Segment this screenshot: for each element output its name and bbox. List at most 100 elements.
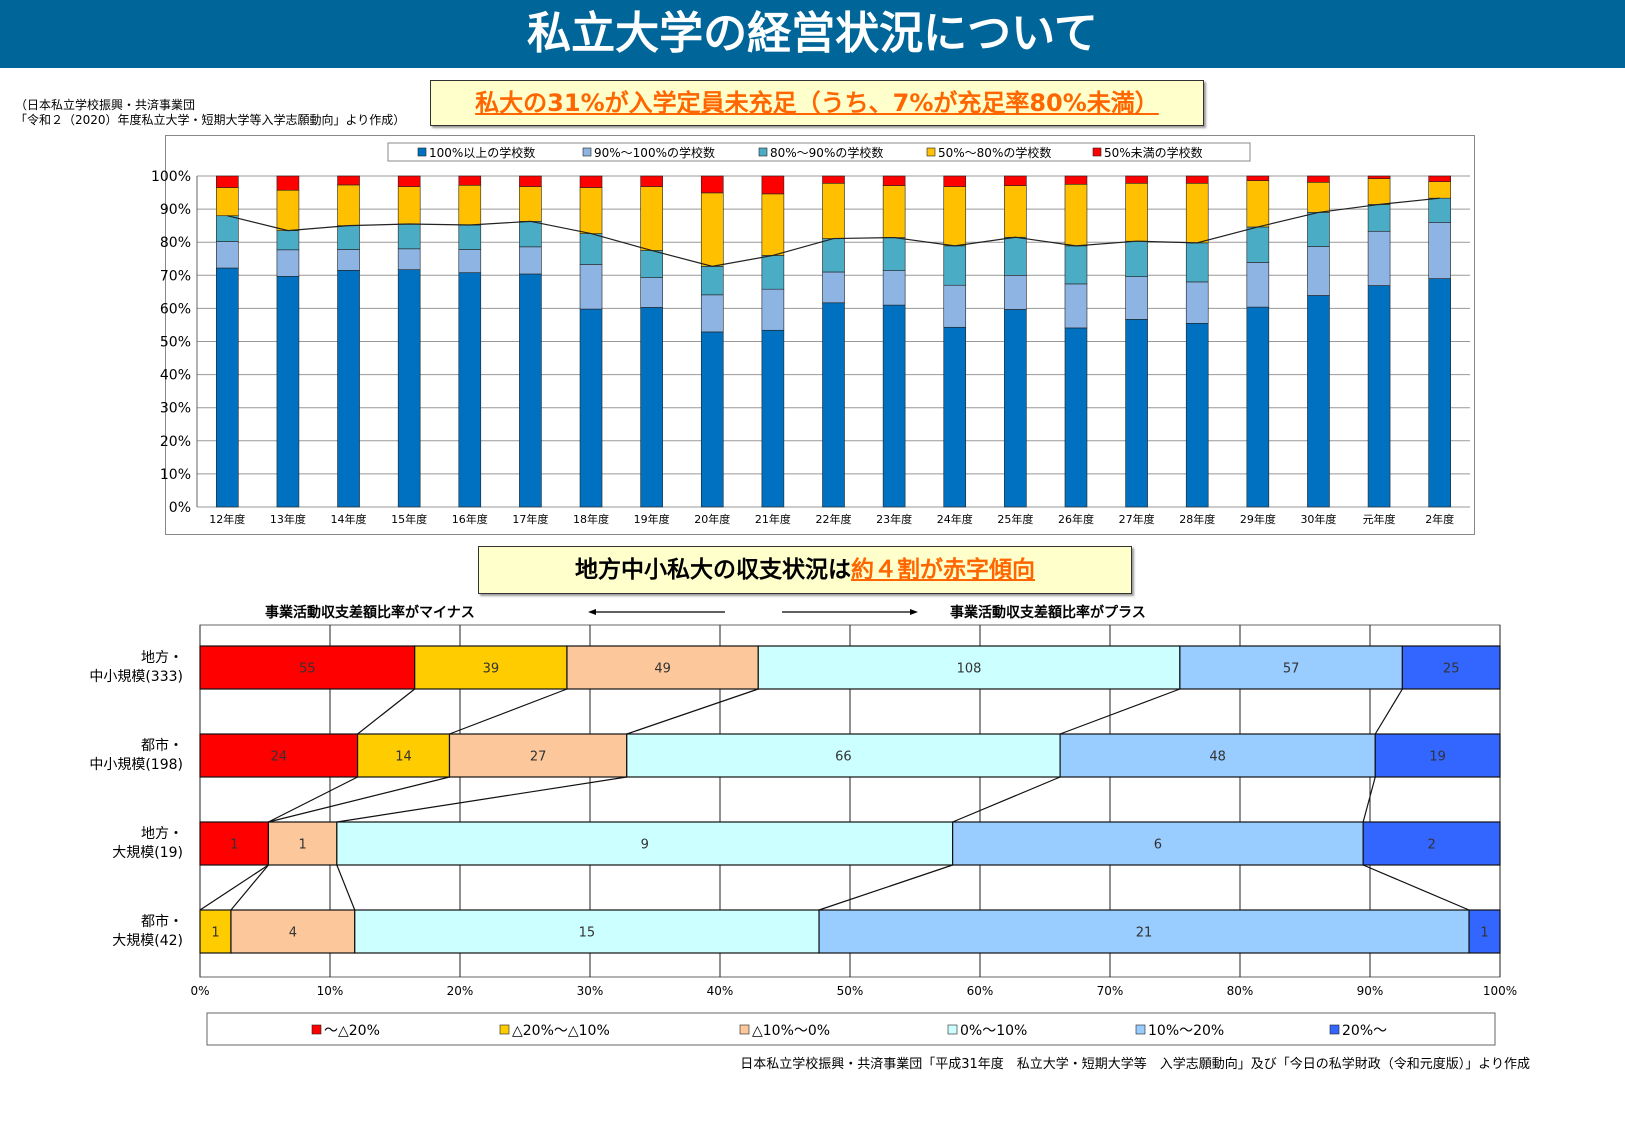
bar-segment <box>822 175 845 184</box>
x-tick-label: 27年度 <box>1119 512 1155 526</box>
callout-finance-text: 地方中小私大の収支状況は <box>575 557 851 583</box>
source-note-line2: 「令和２（2020）年度私立大学・短期大学等入学志願動向」より作成） <box>15 113 406 127</box>
x-tick-label: 21年度 <box>755 512 791 526</box>
legend-swatch <box>1092 147 1102 157</box>
x-tick-label: 18年度 <box>573 512 609 526</box>
connector-line <box>336 864 356 911</box>
bar-segment <box>1064 245 1088 285</box>
legend-label: 80%～90%の学校数 <box>770 145 883 160</box>
source-note: （日本私立学校振興・共済事業団 「令和２（2020）年度私立大学・短期大学等入学… <box>15 98 405 128</box>
bar-segment <box>216 267 239 508</box>
category-label: 地方・ <box>141 650 183 666</box>
bar-segment <box>818 909 1470 954</box>
x-tick-label: 50% <box>837 984 864 998</box>
bar-segment <box>579 187 603 234</box>
connector-line <box>1374 688 1403 735</box>
bar-segment <box>1374 733 1501 778</box>
bar-segment <box>1428 278 1451 508</box>
bar-segment <box>336 821 954 866</box>
footer-source: 日本私立学校振興・共済事業団「平成31年度 私立大学・短期大学等 入学志願動向」… <box>740 1057 1530 1072</box>
legend-box <box>206 1012 1496 1046</box>
x-tick-label: 29年度 <box>1240 512 1276 526</box>
data-label: 4 <box>289 926 297 941</box>
bar-segment <box>458 249 482 273</box>
bar-segment <box>216 175 239 188</box>
connector-line <box>818 864 953 911</box>
bar-segment <box>276 249 300 277</box>
legend-label: 0%～10% <box>960 1023 1027 1039</box>
bar-segment <box>1428 197 1451 223</box>
bar-segment <box>230 909 356 954</box>
y-tick-label: 40% <box>160 368 191 384</box>
bar-segment <box>822 182 845 239</box>
bar-segment <box>1185 322 1209 508</box>
enrollment-chart-frame <box>165 135 1475 535</box>
data-label: 2 <box>1427 838 1435 853</box>
arrow-right-head <box>910 609 918 615</box>
bar-segment <box>1362 821 1501 866</box>
bar-segment <box>1185 281 1209 324</box>
x-tick-label: 17年度 <box>512 512 548 526</box>
x-tick-label: 24年度 <box>937 512 973 526</box>
callout-finance: 地方中小私大の収支状況は約４割が赤字傾向 <box>478 546 1132 594</box>
bar-segment <box>276 175 300 191</box>
bar-segment <box>700 331 724 508</box>
x-tick-label: 16年度 <box>452 512 488 526</box>
legend-label: 10%～20% <box>1148 1023 1224 1039</box>
bar-segment <box>1246 175 1270 181</box>
bar-segment <box>1004 309 1027 508</box>
y-tick-label: 100% <box>151 169 191 185</box>
bar-segment <box>1307 246 1330 296</box>
bar-segment <box>700 175 724 194</box>
connector-line <box>268 776 358 823</box>
legend-swatch <box>417 147 427 157</box>
bar-segment <box>458 175 482 186</box>
bar-segment <box>1004 185 1027 238</box>
bar-segment <box>640 307 663 508</box>
bar-segment <box>1064 175 1088 185</box>
legend-label: 50%～80%の学校数 <box>938 145 1051 160</box>
bar-segment <box>1064 327 1088 508</box>
connector-line <box>449 688 568 735</box>
bar-segment <box>337 249 360 271</box>
bar-segment <box>448 733 628 778</box>
x-tick-label: 90% <box>1357 984 1384 998</box>
data-label: 39 <box>483 662 500 677</box>
data-label: 24 <box>271 750 288 765</box>
data-label: 6 <box>1154 838 1162 853</box>
bar-segment <box>566 645 759 690</box>
arrow-left-head <box>588 609 596 615</box>
bar-segment <box>1125 240 1148 277</box>
y-tick-label: 10% <box>160 467 191 483</box>
y-tick-label: 30% <box>160 401 191 417</box>
bar-segment <box>1059 733 1376 778</box>
legend-swatch <box>947 1024 958 1035</box>
legend-swatch <box>758 147 768 157</box>
bar-segment <box>882 304 906 508</box>
bar-segment <box>1367 204 1391 232</box>
bar-segment <box>397 223 421 250</box>
bar-segment <box>640 175 663 187</box>
connector-line <box>357 688 416 735</box>
bar-segment <box>943 326 967 508</box>
x-tick-label: 12年度 <box>209 512 245 526</box>
x-tick-label: 20年度 <box>694 512 730 526</box>
callout-enrollment-text: 私大の31%が入学定員未充足（うち、7%が充足率80%未満） <box>475 89 1159 117</box>
callout-enrollment: 私大の31%が入学定員未充足（うち、7%が充足率80%未満） <box>430 80 1204 126</box>
data-label: 108 <box>957 662 982 677</box>
legend-label: 90%～100%の学校数 <box>594 145 715 160</box>
category-label: 都市・ <box>141 913 183 930</box>
legend-swatch <box>582 147 592 157</box>
x-tick-label: 22年度 <box>816 512 852 526</box>
bar-segment <box>1367 285 1391 508</box>
category-label: 中小規模(198) <box>89 757 183 773</box>
bar-segment <box>626 733 1061 778</box>
bar-segment <box>397 248 421 270</box>
bar-segment <box>757 645 1181 690</box>
data-label: 66 <box>835 750 852 765</box>
x-tick-label: 10% <box>317 984 344 998</box>
connector-line <box>230 864 269 911</box>
data-label: 49 <box>654 662 671 677</box>
bar-segment <box>952 821 1364 866</box>
bar-segment <box>1307 181 1330 213</box>
